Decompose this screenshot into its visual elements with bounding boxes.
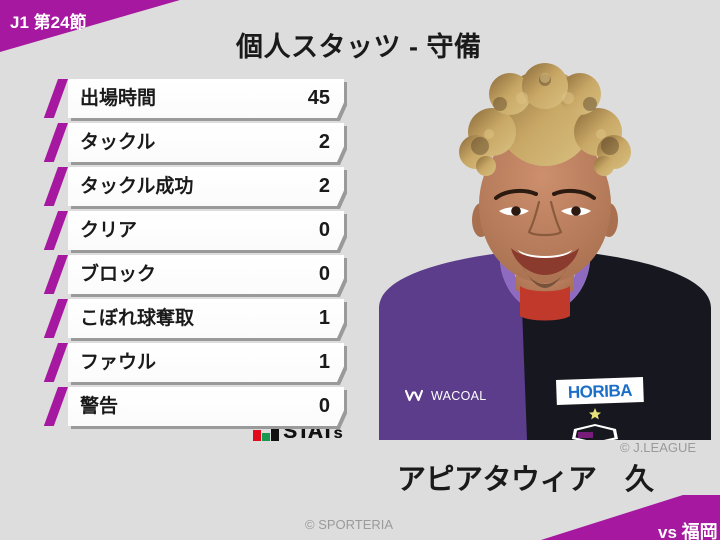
svg-text:HORIBA: HORIBA (568, 381, 633, 402)
svg-text:WACOAL: WACOAL (431, 389, 487, 403)
